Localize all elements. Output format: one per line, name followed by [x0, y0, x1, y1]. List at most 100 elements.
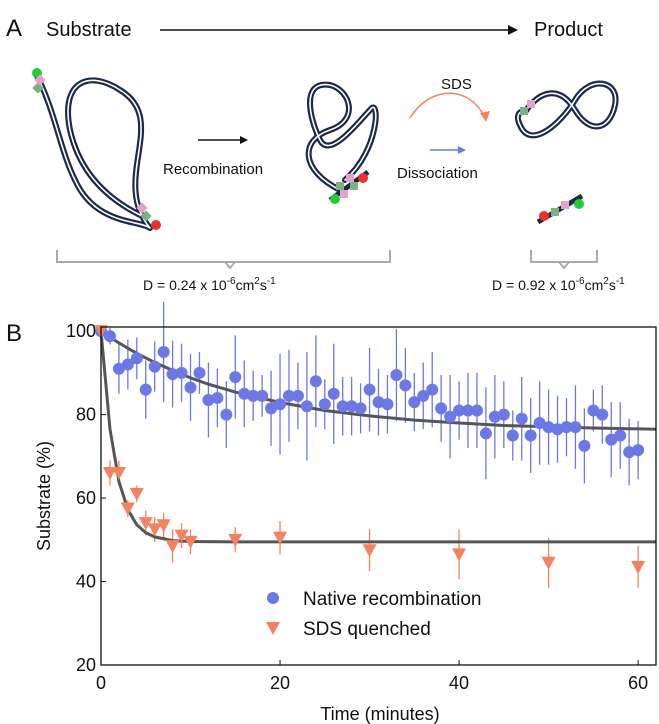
text: -6 [227, 276, 236, 287]
sds-label: SDS [441, 76, 472, 93]
point [111, 467, 126, 481]
panel-label: A [6, 15, 22, 42]
point [120, 502, 135, 516]
plot-frame [100, 326, 657, 666]
point [470, 404, 483, 417]
fit-curve [100, 329, 657, 431]
point [291, 389, 304, 402]
point [435, 402, 448, 415]
point [202, 394, 215, 407]
point [381, 398, 394, 411]
y-axis-title: Substrate (%) [34, 441, 54, 551]
legend-item: Native recombination [267, 589, 481, 610]
point [220, 408, 233, 421]
point [444, 410, 457, 423]
point [363, 383, 376, 396]
point [541, 556, 556, 570]
point [488, 410, 501, 423]
point [273, 531, 288, 545]
text: cm [585, 277, 604, 293]
point [147, 523, 162, 537]
text: cm [236, 277, 255, 293]
point [309, 375, 322, 388]
point [426, 383, 439, 396]
legend-item: SDS quenched [266, 619, 431, 640]
text: -6 [576, 276, 585, 287]
bracket [56, 250, 391, 270]
text: D = 0.92 x 10 [492, 277, 576, 293]
point [184, 381, 197, 394]
point [238, 387, 251, 400]
point [165, 540, 180, 554]
y-tick-label: 40 [76, 572, 96, 592]
point [605, 433, 618, 446]
panel-label: B [6, 320, 22, 347]
y-tick-label: 80 [76, 405, 96, 425]
point [156, 519, 171, 533]
fit-curve [99, 331, 656, 544]
substrate-label: Substrate [46, 19, 132, 41]
point [139, 383, 152, 396]
point [362, 544, 377, 558]
point [130, 352, 143, 365]
point [578, 439, 591, 452]
y-tick-label: 60 [76, 488, 96, 508]
point [274, 398, 287, 411]
point [506, 429, 519, 442]
point [569, 421, 582, 434]
point [354, 402, 367, 415]
point [112, 362, 125, 375]
point [462, 404, 475, 417]
y-tick-label: 20 [76, 655, 96, 675]
point [318, 398, 331, 411]
bracket [530, 250, 598, 270]
x-tick-label: 60 [628, 673, 648, 693]
point [265, 402, 278, 415]
product-label: Product [534, 19, 603, 41]
point [533, 416, 546, 429]
diffusion-left: D = 0.24 x 10-6cm2s-1 [143, 276, 276, 293]
point [631, 560, 646, 574]
y-tick-label: 100 [66, 321, 96, 341]
point [614, 429, 627, 442]
point [399, 379, 412, 392]
point [453, 404, 466, 417]
point [183, 535, 198, 549]
diffusion-right: D = 0.92 x 10-6cm2s-1 [492, 276, 625, 293]
substrate-dna [32, 68, 161, 231]
arrow-head [508, 25, 518, 35]
point [121, 358, 134, 371]
point [138, 517, 153, 531]
product-dna [514, 80, 619, 225]
text: -1 [616, 276, 625, 287]
point [452, 548, 467, 562]
point [175, 366, 188, 379]
recombination-label: Recombination [163, 161, 263, 178]
text: D = 0.24 x 10 [143, 277, 227, 293]
point [632, 444, 645, 457]
point [417, 389, 430, 402]
point [103, 330, 116, 343]
point [345, 400, 358, 413]
legend-label: Native recombination [303, 589, 481, 610]
point [524, 429, 537, 442]
arrow-head [240, 136, 248, 144]
sds-arrow [409, 92, 486, 119]
point [129, 487, 144, 501]
text: s [609, 277, 616, 293]
point [479, 427, 492, 440]
point [497, 408, 510, 421]
point [587, 404, 600, 417]
point [247, 389, 260, 402]
point [193, 366, 206, 379]
arrow-head [458, 146, 466, 154]
legend-marker [266, 622, 280, 635]
x-tick-label: 0 [96, 673, 106, 693]
text: -1 [267, 276, 276, 287]
point [256, 389, 269, 402]
legend-marker [267, 592, 279, 604]
dissociation-label: Dissociation [397, 165, 478, 182]
point [157, 346, 170, 359]
point [211, 391, 224, 404]
